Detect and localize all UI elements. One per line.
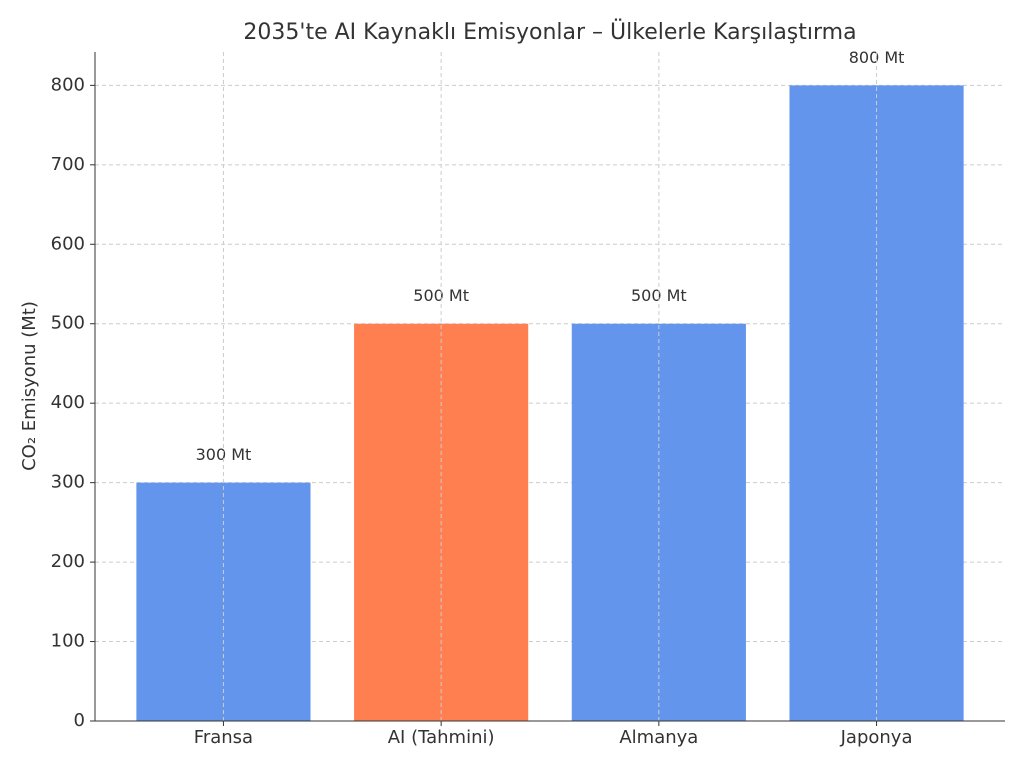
y-tick-label: 700 <box>51 154 85 175</box>
y-tick-label: 100 <box>51 631 85 652</box>
y-tick-label: 0 <box>74 710 85 731</box>
x-tick-label: Japonya <box>840 727 913 748</box>
y-tick-label: 400 <box>51 392 85 413</box>
y-tick-label: 200 <box>51 551 85 572</box>
value-label: 500 Mt <box>631 286 687 305</box>
x-tick-label: Almanya <box>619 727 698 748</box>
y-tick-label: 800 <box>51 74 85 95</box>
x-tick-label: AI (Tahmini) <box>388 727 495 748</box>
x-tick-label: Fransa <box>194 727 253 748</box>
value-label: 800 Mt <box>849 48 905 67</box>
chart-title: 2035'te AI Kaynaklı Emisyonlar – Ülkeler… <box>243 19 856 45</box>
y-tick-label: 600 <box>51 233 85 254</box>
value-label: 500 Mt <box>413 286 469 305</box>
y-tick-label: 500 <box>51 313 85 334</box>
y-tick-label: 300 <box>51 472 85 493</box>
y-axis-label: CO₂ Emisyonu (Mt) <box>19 301 40 471</box>
